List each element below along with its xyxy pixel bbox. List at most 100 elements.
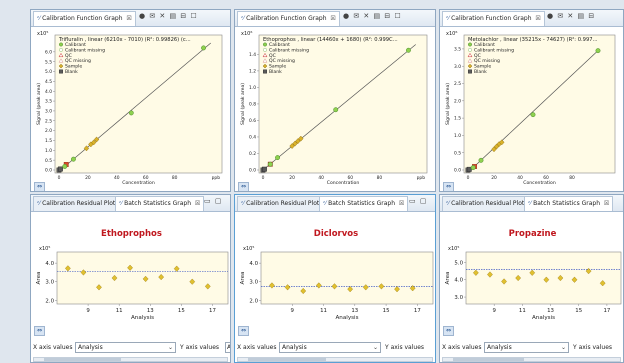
resize-arrows[interactable]: ⇔ — [34, 182, 46, 191]
tab-label: Calibration Function Graph — [42, 15, 123, 22]
analysis-point[interactable] — [173, 265, 180, 272]
sample-point[interactable] — [292, 140, 298, 147]
y-exponent-label: x10⁵ — [37, 31, 48, 37]
tab-batch-statistics-graph[interactable]: ᶻ⁄ Batch Statistics Graph ☒ — [319, 196, 409, 211]
tab-calibration-residual-plot[interactable]: ᶻ⁄ Calibration Residual Plot — [442, 196, 529, 211]
calibrant-point[interactable] — [275, 155, 280, 161]
analysis-point[interactable] — [142, 275, 149, 283]
horizontal-scrollbar[interactable] — [237, 357, 433, 362]
analysis-point[interactable] — [189, 278, 196, 285]
analysis-point[interactable] — [80, 269, 87, 276]
analysis-point[interactable] — [599, 280, 606, 287]
calibrant-point[interactable] — [128, 110, 134, 116]
analysis-point[interactable] — [158, 273, 165, 281]
sample-point[interactable] — [491, 146, 497, 153]
analysis-point[interactable] — [315, 282, 322, 289]
sample-point[interactable] — [298, 135, 304, 142]
analysis-point[interactable] — [409, 285, 416, 292]
close-tab-icon[interactable]: ☒ — [397, 200, 405, 207]
resize-arrows[interactable]: ⇔ — [443, 326, 455, 336]
calibrant-point[interactable] — [62, 164, 68, 169]
resize-arrows[interactable]: ⇔ — [238, 182, 250, 191]
tab-bar: ᶻ⁄ Calibration Residual Plot ᶻ⁄ Batch Sta… — [31, 195, 230, 212]
calibrant-point[interactable] — [71, 156, 76, 162]
horizontal-scrollbar[interactable] — [442, 357, 621, 362]
analysis-point[interactable] — [65, 265, 71, 272]
calibrant-point[interactable] — [201, 45, 206, 51]
panel-toolbar[interactable]: ▭ ▢ — [409, 197, 428, 205]
analysis-point[interactable] — [378, 283, 385, 290]
x-axis-values-select[interactable]: Analysis ⌄ — [484, 342, 569, 353]
scrollbar-thumb[interactable] — [44, 358, 122, 361]
calibrant-point[interactable] — [333, 107, 339, 113]
close-tab-icon[interactable]: ☒ — [602, 200, 610, 207]
analysis-point[interactable] — [529, 269, 536, 276]
resize-arrows[interactable]: ⇔ — [34, 326, 46, 336]
tab-bar: ᶻ⁄ Calibration Function Graph ☒ ● ✉ ✕ ▤ ⊟… — [31, 10, 230, 27]
analysis-point[interactable] — [501, 278, 507, 285]
panel-toolbar[interactable]: ● ✉ ✕ ▤ ⊟ ☐ — [343, 12, 402, 20]
x-tick-label: 60 — [143, 175, 149, 181]
x-axis-values-select[interactable]: Analysis ⌄ — [279, 342, 381, 353]
analysis-point[interactable] — [127, 264, 133, 271]
sample-point[interactable] — [93, 136, 100, 143]
close-tab-icon[interactable]: ☒ — [193, 200, 201, 207]
x-axis-values-select[interactable]: Analysis ⌄ — [75, 342, 176, 353]
analysis-point[interactable] — [557, 274, 564, 282]
resize-arrows[interactable]: ⇔ — [238, 326, 250, 336]
y-axis-select-edge[interactable]: A — [225, 342, 230, 353]
sample-point[interactable] — [83, 145, 90, 152]
calibrant-point[interactable] — [406, 47, 411, 53]
close-tab-icon[interactable]: ☒ — [328, 15, 336, 22]
analysis-point[interactable] — [269, 282, 275, 289]
y-axis-label: Signal (peak area) — [240, 83, 246, 125]
analysis-point[interactable] — [487, 271, 493, 278]
tab-calibration-residual-plot[interactable]: ᶻ⁄ Calibration Residual Plot — [33, 196, 120, 211]
tab-batch-statistics-graph[interactable]: ᶻ⁄ Batch Statistics Graph ☒ — [524, 196, 614, 211]
graph-icon: ᶻ⁄ — [241, 200, 247, 207]
close-tab-icon[interactable]: ☒ — [533, 15, 541, 22]
analysis-point[interactable] — [204, 283, 211, 290]
scrollbar-thumb[interactable] — [453, 358, 524, 361]
chevron-down-icon: ⌄ — [560, 344, 566, 351]
calibrant-point[interactable] — [530, 112, 536, 118]
sample-point[interactable] — [499, 139, 505, 146]
calibrant-point[interactable] — [470, 165, 476, 171]
analysis-point[interactable] — [111, 274, 118, 282]
panel-toolbar[interactable]: ▭ ▢ — [204, 197, 223, 205]
tab-calibration-function-graph[interactable]: ᶻ⁄ Calibration Function Graph ☒ — [442, 11, 545, 26]
sample-point[interactable] — [289, 143, 295, 149]
analysis-point[interactable] — [362, 284, 369, 291]
calibrant-point[interactable] — [595, 48, 601, 54]
analysis-point[interactable] — [284, 284, 291, 291]
residual-plot-panel: ᶻ⁄ Calibration Residual Plot ᶻ⁄ Batch Sta… — [234, 194, 436, 363]
analysis-point[interactable] — [571, 276, 578, 283]
resize-arrows[interactable]: ⇔ — [443, 182, 455, 191]
analysis-point[interactable] — [394, 286, 400, 293]
analysis-point[interactable] — [96, 284, 102, 291]
analysis-point[interactable] — [347, 286, 353, 293]
x-axis-selected-value: Analysis — [282, 344, 307, 351]
tab-calibration-function-graph[interactable]: ᶻ⁄ Calibration Function Graph ☒ — [33, 11, 136, 26]
panel-toolbar[interactable]: ● ✉ ✕ ▤ ⊟ ☐ — [139, 12, 198, 20]
legend-marker — [468, 69, 472, 74]
sample-point[interactable] — [295, 138, 301, 144]
analysis-point[interactable] — [300, 287, 307, 295]
calibrant-point[interactable] — [478, 157, 484, 163]
sample-point[interactable] — [91, 139, 97, 146]
blank-point[interactable] — [58, 166, 63, 172]
blank-point[interactable] — [262, 166, 267, 172]
analysis-point[interactable] — [472, 269, 479, 276]
tab-batch-statistics-graph[interactable]: ᶻ⁄ Batch Statistics Graph ☒ — [115, 196, 205, 211]
analysis-point[interactable] — [331, 283, 338, 290]
tab-calibration-function-graph[interactable]: ᶻ⁄ Calibration Function Graph ☒ — [237, 11, 340, 26]
horizontal-scrollbar[interactable] — [33, 357, 228, 362]
calibrant-point[interactable] — [267, 161, 273, 167]
analysis-point[interactable] — [543, 276, 550, 283]
scrollbar-thumb[interactable] — [248, 358, 326, 361]
tab-calibration-residual-plot[interactable]: ᶻ⁄ Calibration Residual Plot — [237, 196, 324, 211]
panel-toolbar[interactable]: ● ✉ ✕ ▤ ⊟ — [547, 12, 596, 20]
analysis-point[interactable] — [585, 267, 592, 275]
close-tab-icon[interactable]: ☒ — [124, 15, 132, 22]
analysis-point[interactable] — [515, 274, 522, 282]
